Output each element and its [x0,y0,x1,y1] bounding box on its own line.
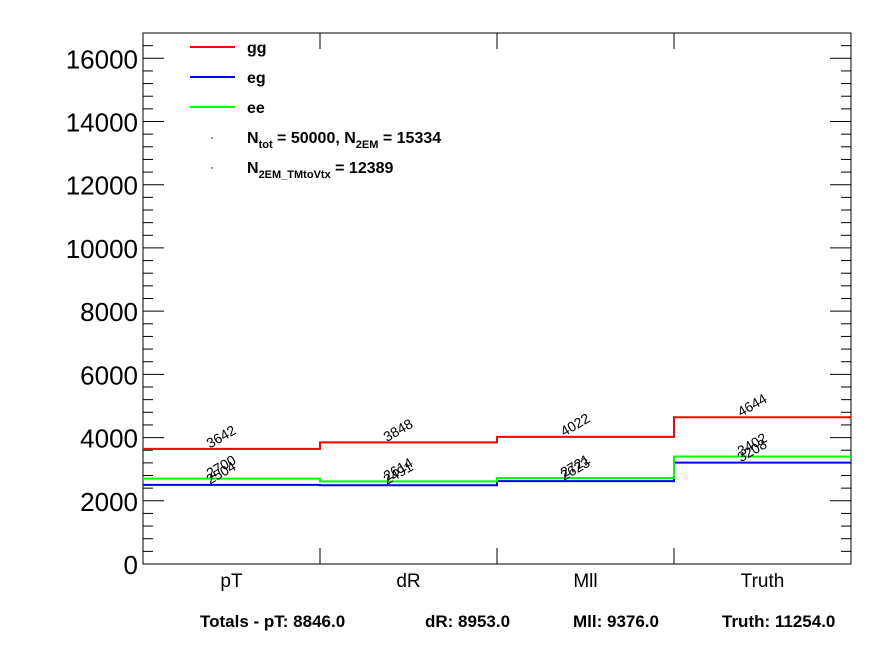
x-tick-label: pT [220,571,243,592]
totals-mll: Mll: 9376.0 [573,612,659,631]
x-axis: pT dR Mll Truth [220,33,784,592]
data-label-gg: 3848 [381,415,416,445]
y-tick-label: 12000 [66,171,138,201]
series-gg-line [143,416,851,450]
x-tick-label: Truth [741,571,785,592]
y-tick-label: 2000 [80,487,138,517]
legend-text-ntot-marker [211,137,213,139]
series-group [143,416,851,487]
x-tick-label: Mll [573,571,597,592]
totals-pt: Totals - pT: 8846.0 [200,612,346,631]
x-tick-label: dR [396,571,420,592]
legend-label-ee: ee [247,100,265,117]
y-tick-label: 8000 [80,297,138,327]
legend-text-ntot-subscript: tot [259,139,273,151]
legend-text-ntot-part: = 15334 [378,130,441,147]
series-ee-line [143,455,851,483]
legend-text-n2em-tmtovtx-subscript: 2EM_TMtoVtx [259,169,332,181]
legend-text-n2em-tmtovtx-marker [211,167,213,169]
legend-label-gg: gg [247,40,267,57]
legend-text-n2em-tmtovtx-part: N [247,160,259,177]
legend-text-ntot-part: N [247,130,259,147]
legend-text-ntot: Ntot = 50000, N2EM = 15334 [247,130,441,151]
y-tick-label: 6000 [80,360,138,390]
totals-dr: dR: 8953.0 [425,612,511,631]
y-axis: 0 2000 4000 6000 8000 10000 12000 14000 16000 [66,32,851,580]
legend-text-ntot-subscript: 2EM [356,139,379,151]
data-label-gg: 3642 [204,422,239,452]
y-tick-label: 10000 [66,234,138,264]
y-tick-label: 16000 [66,44,138,74]
data-label-gg: 4022 [558,410,593,440]
legend-text-n2em-tmtovtx-part: = 12389 [331,160,394,177]
legend-text-n2em-tmtovtx: N2EM_TMtoVtx = 12389 [247,160,394,181]
y-tick-label: 0 [124,550,138,580]
y-tick-label: 4000 [80,424,138,454]
legend-label-eg: eg [247,70,266,87]
data-label-gg: 4644 [735,390,770,420]
totals-truth: Truth: 11254.0 [722,612,836,631]
y-tick-label: 14000 [66,108,138,138]
legend-text-ntot-part: = 50000, N [273,130,356,147]
